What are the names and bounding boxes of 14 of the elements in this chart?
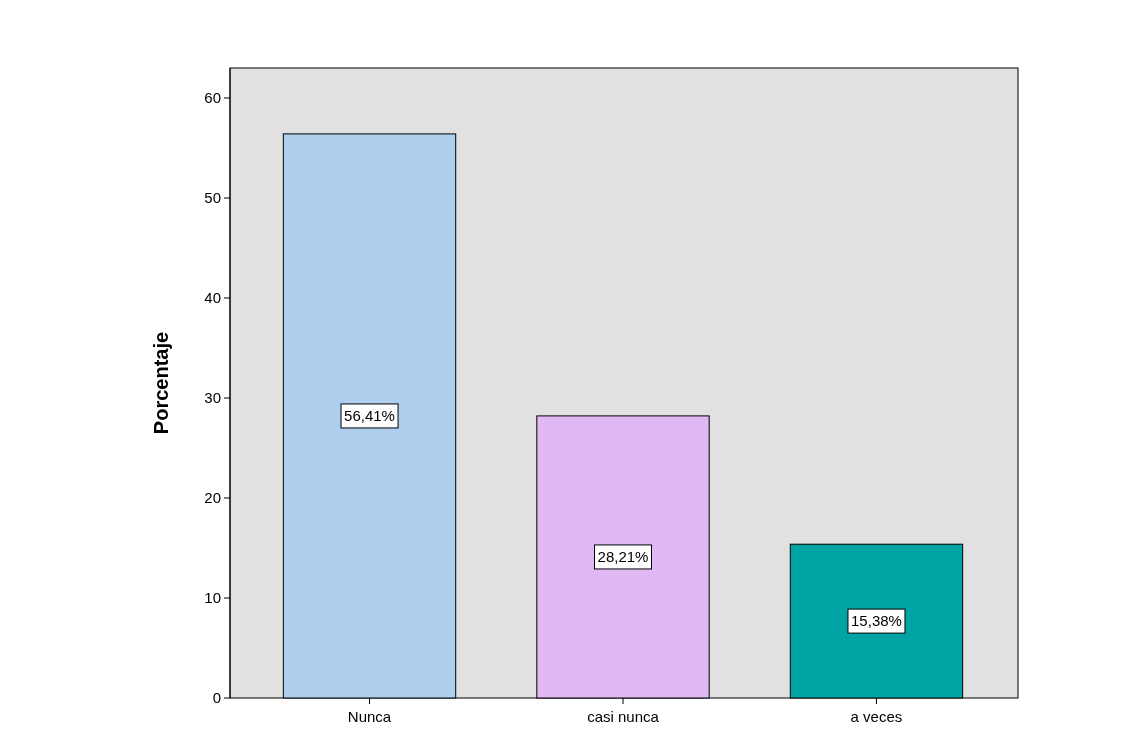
y-tick-label: 30 — [204, 389, 221, 406]
data-label: 56,41% — [344, 406, 395, 424]
y-tick-label: 20 — [204, 489, 221, 506]
y-axis-title: Porcentaje — [150, 331, 172, 435]
y-tick-label: 40 — [204, 289, 221, 306]
y-tick-label: 0 — [212, 689, 221, 706]
data-label: 28,21% — [597, 547, 649, 565]
x-tick-label: Nunca — [347, 708, 392, 725]
y-tick-label: 50 — [204, 189, 221, 206]
y-tick-label: 10 — [204, 589, 221, 606]
x-tick-label: a veces — [850, 708, 903, 725]
data-label: 15,38% — [851, 612, 902, 630]
x-tick-label: casi nunca — [587, 708, 660, 725]
y-tick-label: 60 — [204, 89, 221, 106]
